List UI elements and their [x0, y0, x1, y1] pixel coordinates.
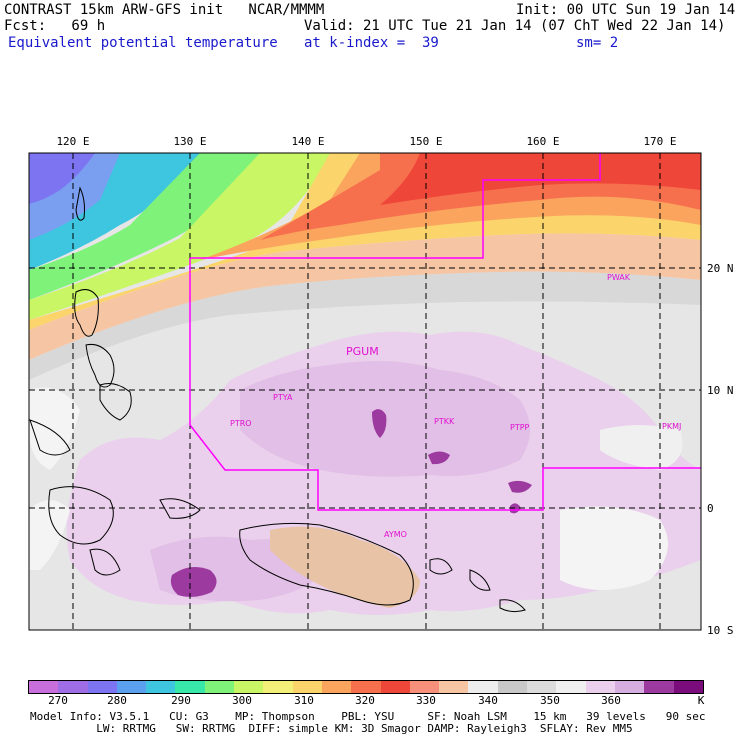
- colorbar-swatch: [116, 681, 147, 693]
- colorbar-swatch: [87, 681, 117, 693]
- station-label: PKMJ: [662, 422, 681, 431]
- lon-label: 160 E: [526, 135, 559, 148]
- region-boundary: [189, 153, 701, 511]
- colorbar-tick: 300: [232, 694, 252, 707]
- colorbar: [28, 680, 704, 694]
- colorbar-tick: 350: [540, 694, 560, 707]
- colorbar-swatch: [29, 681, 59, 693]
- colorbar-swatch: [556, 681, 586, 693]
- colorbar-tick: 290: [171, 694, 191, 707]
- lon-label: 140 E: [291, 135, 324, 148]
- colorbar-swatch: [234, 681, 264, 693]
- colorbar-tick: 270: [48, 694, 68, 707]
- lon-label: 170 E: [643, 135, 676, 148]
- station-label: PTPP: [510, 423, 530, 432]
- lon-label: 130 E: [173, 135, 206, 148]
- map-frame: [28, 152, 702, 631]
- level-index: at k-index = 39: [304, 35, 439, 51]
- smoothing-value: sm= 2: [576, 35, 619, 51]
- station-label: PTRO: [230, 419, 252, 428]
- colorbar-ticks: 270 280 290 300 310 320 330 340 350 360 …: [0, 694, 740, 708]
- colorbar-swatch: [175, 681, 205, 693]
- station-label: PWAK: [607, 273, 631, 282]
- colorbar-tick: 320: [355, 694, 375, 707]
- station-label: AYMO: [384, 530, 407, 539]
- colorbar-swatch: [585, 681, 615, 693]
- colorbar-tick: 280: [107, 694, 127, 707]
- lat-label: 10 N: [707, 384, 734, 397]
- colorbar-swatch: [58, 681, 88, 693]
- colorbar-tick: 310: [294, 694, 314, 707]
- field-name: Equivalent potential temperature: [8, 35, 278, 51]
- field-shading: [29, 153, 701, 630]
- lat-label: 0: [707, 502, 714, 515]
- lon-label: 150 E: [409, 135, 442, 148]
- colorbar-swatch: [673, 681, 703, 693]
- colorbar-swatch: [380, 681, 410, 693]
- colorbar-swatch: [292, 681, 322, 693]
- colorbar-tick: 330: [416, 694, 436, 707]
- model-info: Model Info: V3.5.1 CU: G3 MP: Thompson P…: [30, 710, 706, 723]
- colorbar-swatch: [321, 681, 352, 693]
- colorbar-swatch: [409, 681, 440, 693]
- lat-label: 10 S: [707, 624, 734, 637]
- model-physics: LW: RRTMG SW: RRTMG DIFF: simple KM: 3D …: [30, 722, 633, 735]
- colorbar-swatch: [644, 681, 674, 693]
- valid-time: Valid: 21 UTC Tue 21 Jan 14 (07 ChT Wed …: [304, 18, 726, 34]
- colorbar-swatch: [614, 681, 645, 693]
- colorbar-swatch: [351, 681, 381, 693]
- coastlines: [29, 186, 526, 613]
- colorbar-swatch: [527, 681, 557, 693]
- station-label: PGUM: [346, 345, 379, 358]
- map-panel: 120 E 130 E 140 E 150 E 160 E 170 E 20 N…: [0, 130, 740, 640]
- colorbar-unit: K: [697, 694, 705, 707]
- station-label: PTYA: [273, 393, 293, 402]
- colorbar-swatch: [439, 681, 469, 693]
- colorbar-swatch: [204, 681, 235, 693]
- station-label: PTKK: [434, 417, 455, 426]
- lat-lon-grid: [29, 153, 701, 630]
- init-time: Init: 00 UTC Sun 19 Jan 14: [516, 2, 736, 18]
- lon-label: 120 E: [56, 135, 89, 148]
- colorbar-swatch: [468, 681, 498, 693]
- colorbar-tick: 340: [478, 694, 498, 707]
- colorbar-swatch: [146, 681, 176, 693]
- lat-label: 20 N: [707, 262, 734, 275]
- colorbar-swatch: [497, 681, 528, 693]
- colorbar-tick: 360: [601, 694, 621, 707]
- colorbar-swatch: [263, 681, 293, 693]
- model-title: CONTRAST 15km ARW-GFS init NCAR/MMMM: [4, 2, 325, 18]
- theta-e-map: 120 E 130 E 140 E 150 E 160 E 170 E 20 N…: [28, 135, 734, 637]
- forecast-hour: Fcst: 69 h: [4, 18, 106, 34]
